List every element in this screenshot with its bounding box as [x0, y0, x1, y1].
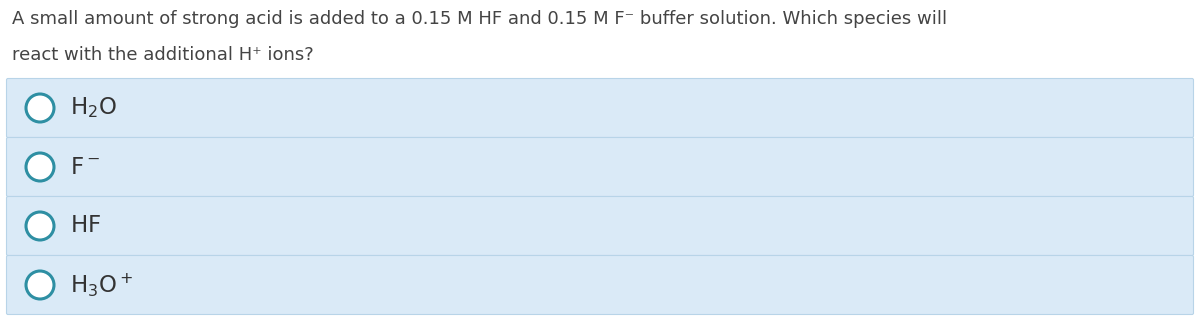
- Ellipse shape: [26, 212, 54, 240]
- FancyBboxPatch shape: [6, 197, 1194, 255]
- Text: $\mathrm{F^-}$: $\mathrm{F^-}$: [70, 155, 101, 178]
- Ellipse shape: [26, 153, 54, 181]
- Text: A small amount of strong acid is added to a 0.15 M HF and 0.15 M F⁻ buffer solut: A small amount of strong acid is added t…: [12, 10, 947, 28]
- Text: $\mathrm{HF}$: $\mathrm{HF}$: [70, 214, 101, 238]
- FancyBboxPatch shape: [6, 255, 1194, 315]
- Text: $\mathrm{H_2O}$: $\mathrm{H_2O}$: [70, 96, 116, 121]
- Ellipse shape: [26, 94, 54, 122]
- Ellipse shape: [26, 271, 54, 299]
- Text: react with the additional H⁺ ions?: react with the additional H⁺ ions?: [12, 46, 313, 64]
- FancyBboxPatch shape: [6, 79, 1194, 137]
- Text: $\mathrm{H_3O^+}$: $\mathrm{H_3O^+}$: [70, 271, 133, 299]
- FancyBboxPatch shape: [6, 137, 1194, 197]
